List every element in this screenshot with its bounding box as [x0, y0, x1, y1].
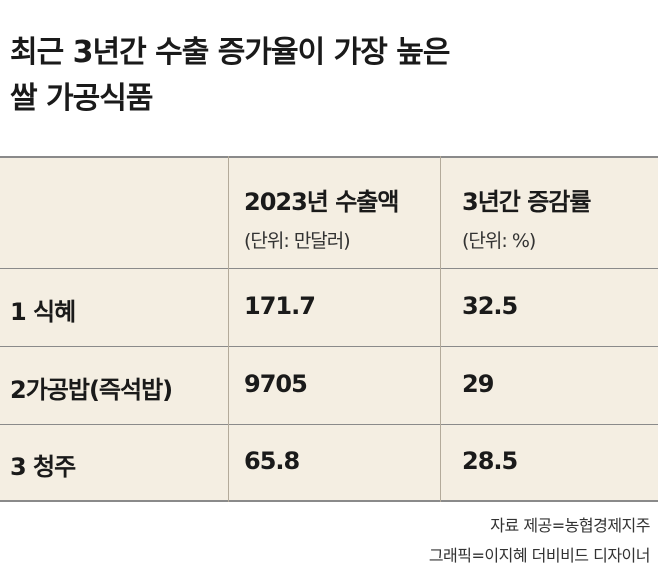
table-bottom-rule	[0, 500, 658, 502]
growth-value-3: 28.5	[462, 447, 518, 475]
column-header-growth: 3년간 증감률	[462, 188, 591, 216]
column-unit-export: (단위: 만달러)	[244, 230, 351, 252]
row-2-bottom-rule	[0, 424, 658, 425]
row-label-2: 2가공밥(즉석밥)	[10, 376, 173, 404]
growth-value-2: 29	[462, 370, 494, 398]
title-line-2: 쌀 가공식품	[10, 81, 153, 116]
export-value-2: 9705	[244, 370, 308, 398]
column-header-export: 2023년 수출액	[244, 188, 399, 216]
row-label-1: 1 식혜	[10, 298, 76, 326]
source-credit: 자료 제공=농협경제지주	[490, 516, 650, 535]
export-value-3: 65.8	[244, 447, 300, 475]
header-bottom-rule	[0, 268, 658, 269]
column-divider-2	[440, 156, 441, 502]
growth-value-1: 32.5	[462, 292, 518, 320]
table-top-rule	[0, 156, 658, 158]
row-label-3: 3 청주	[10, 453, 76, 481]
column-unit-growth: (단위: %)	[462, 230, 536, 252]
column-divider-1	[228, 156, 229, 502]
title-line-1: 최근 3년간 수출 증가율이 가장 높은	[10, 35, 451, 70]
data-table: 2023년 수출액 (단위: 만달러) 3년간 증감률 (단위: %) 1 식혜…	[0, 156, 658, 502]
chart-title: 최근 3년간 수출 증가율이 가장 높은 쌀 가공식품	[10, 30, 650, 122]
export-value-1: 171.7	[244, 292, 316, 320]
row-1-bottom-rule	[0, 346, 658, 347]
graphic-credit: 그래픽=이지혜 더비비드 디자이너	[428, 546, 651, 565]
